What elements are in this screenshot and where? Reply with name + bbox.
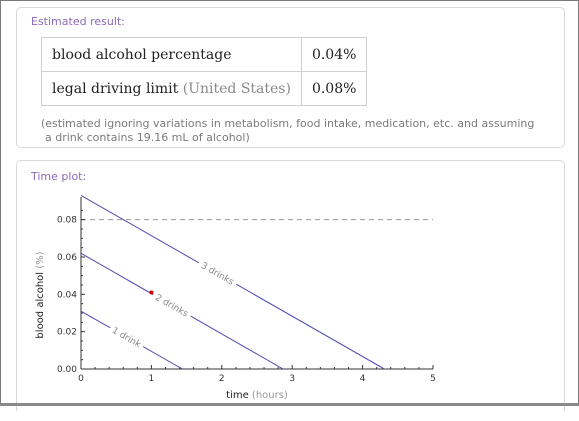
row-label: blood alcohol percentage <box>41 37 302 72</box>
y-tick-label: 0.08 <box>57 216 77 226</box>
x-tick-label: 1 <box>149 374 155 384</box>
y-tick-label: 0.00 <box>57 365 77 375</box>
legal-limit-value: 0.08% <box>311 80 357 97</box>
blood-alcohol-chart: 0 1 2 3 4 5 0.00 0.02 0.04 0.06 0.08 1 drink 2 drink… <box>35 194 436 401</box>
note-line-1: (estimated ignoring variations in metabo… <box>41 117 535 130</box>
note-line-2: a drink contains 19.16 mL of alcohol) <box>45 131 250 144</box>
x-tick-label: 5 <box>430 374 436 384</box>
series-label-background <box>196 258 239 289</box>
series-label: 2 drinks <box>153 293 190 320</box>
x-tick-label: 3 <box>289 374 295 384</box>
x-axis-unit: (hours) <box>252 390 288 401</box>
x-tick-label: 0 <box>78 374 84 384</box>
y-tick-label: 0.04 <box>57 290 77 300</box>
series-label-background <box>150 290 194 321</box>
assumption-note: (estimated ignoring variations in metabo… <box>41 117 541 145</box>
estimated-result-title: Estimated result: <box>31 15 125 28</box>
table-row: legal driving limit (United States) 0.08… <box>41 71 368 106</box>
blood-alcohol-value: 0.04% <box>311 46 357 63</box>
current-value-marker <box>149 290 154 295</box>
bottom-border <box>0 403 579 406</box>
y-axis-unit: (%) <box>35 251 46 268</box>
row-label: legal driving limit (United States) <box>41 71 302 106</box>
x-axis-label: time (hours) <box>226 390 288 401</box>
x-tick-label: 2 <box>219 374 225 384</box>
legal-limit-region: (United States) <box>182 80 291 97</box>
legal-limit-label: legal driving limit <box>52 80 179 97</box>
blood-alcohol-label: blood alcohol percentage <box>52 46 232 63</box>
row-value: 0.08% <box>300 71 368 106</box>
row-value: 0.04% <box>300 37 368 72</box>
series-label-background <box>107 323 146 351</box>
y-tick-label: 0.02 <box>57 328 77 338</box>
result-table: blood alcohol percentage 0.04% legal dri… <box>41 37 368 106</box>
series-label: 3 drinks <box>199 261 236 288</box>
estimated-result-pod: Estimated result: blood alcohol percenta… <box>16 7 565 148</box>
time-plot-pod: Time plot: 0 1 2 3 4 5 0.00 0.02 0.04 0.06 0.08 1 d… <box>16 160 565 411</box>
series-label: 1 drink <box>110 326 143 351</box>
x-tick-label: 4 <box>360 374 366 384</box>
table-row: blood alcohol percentage 0.04% <box>41 37 368 72</box>
y-axis-label: blood alcohol (%) <box>35 251 46 338</box>
time-plot-title: Time plot: <box>31 170 87 183</box>
y-tick-label: 0.06 <box>57 253 77 263</box>
